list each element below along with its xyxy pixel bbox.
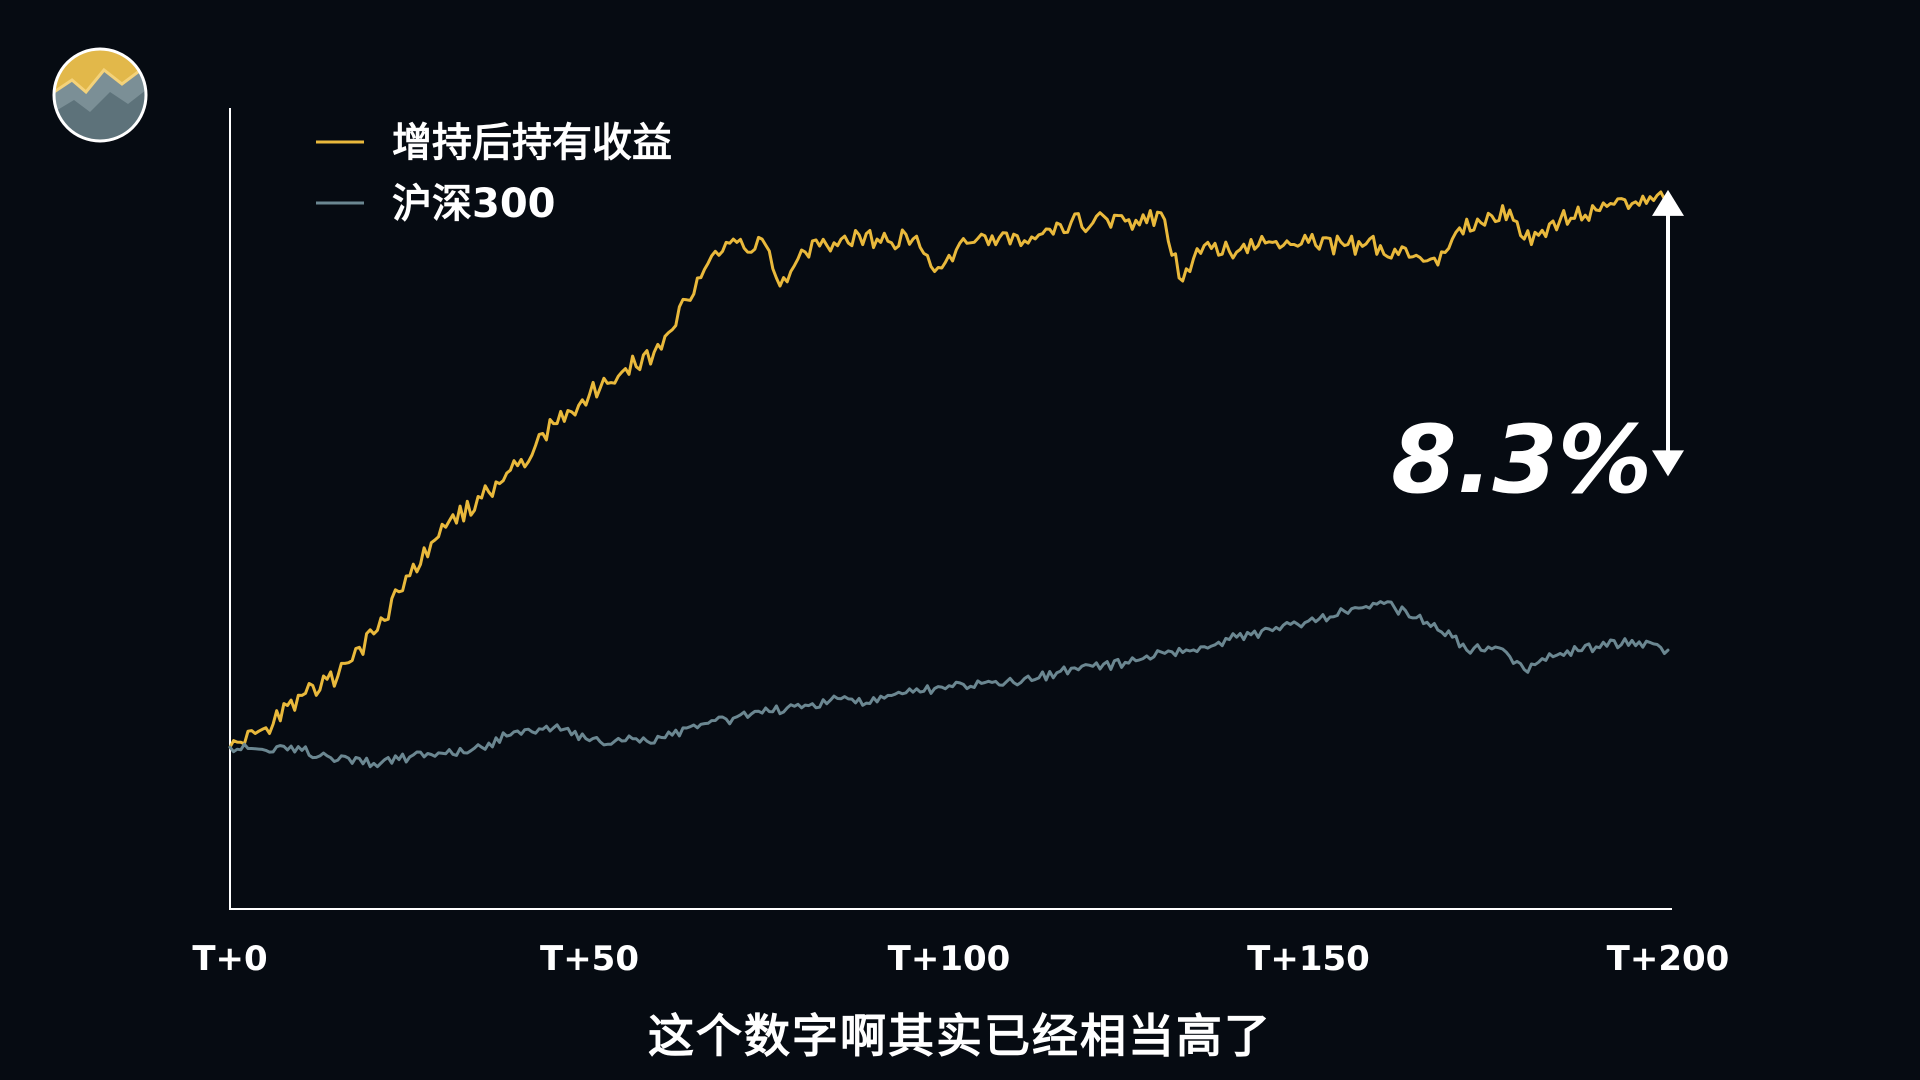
series-line-csi300: [228, 600, 1670, 769]
x-tick-labels: T+0 T+50 T+100 T+150 T+200: [192, 939, 1729, 979]
video-subtitle: 这个数字啊其实已经相当高了: [648, 1009, 1272, 1063]
arrow-head-down-icon: [1652, 450, 1684, 477]
difference-label: 8.3%: [1391, 406, 1652, 515]
x-tick-label: T+0: [192, 939, 267, 979]
channel-logo-icon: [52, 47, 148, 143]
series-line-holding-return: [228, 190, 1670, 749]
difference-arrow: [1652, 189, 1684, 477]
legend: 增持后持有收益 沪深300: [316, 120, 672, 227]
x-tick-label: T+50: [540, 939, 639, 979]
legend-label-csi300: 沪深300: [392, 181, 556, 227]
x-tick-label: T+100: [888, 939, 1011, 979]
x-tick-label: T+200: [1607, 939, 1730, 979]
legend-label-holding: 增持后持有收益: [392, 120, 672, 166]
arrow-head-up-icon: [1652, 189, 1684, 216]
x-tick-label: T+150: [1247, 939, 1370, 979]
